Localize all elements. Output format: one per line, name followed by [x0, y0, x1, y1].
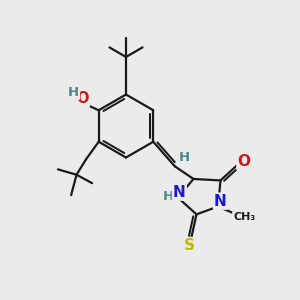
Text: H: H	[178, 152, 189, 164]
Text: N: N	[214, 194, 227, 209]
Text: O: O	[76, 91, 89, 106]
Text: H: H	[68, 86, 79, 99]
Text: S: S	[184, 238, 195, 253]
Text: H: H	[163, 190, 174, 202]
Text: N: N	[173, 184, 186, 200]
Text: O: O	[237, 154, 250, 169]
Text: CH₃: CH₃	[233, 212, 255, 222]
